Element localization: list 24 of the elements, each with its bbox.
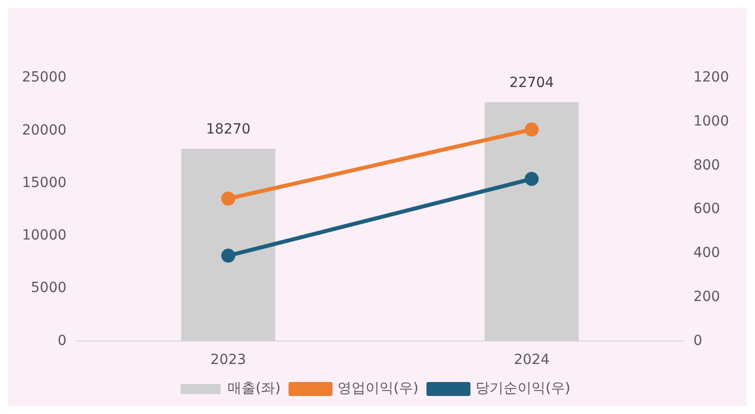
y2-tick-label: 400 (693, 245, 720, 262)
y-tick-label: 10000 (22, 228, 67, 244)
point (524, 122, 539, 137)
y2-tick-label: 1000 (693, 114, 730, 130)
point (221, 192, 236, 206)
legend-label: 매출(좌) (228, 380, 281, 397)
y-tick-label: 25000 (22, 70, 67, 86)
y2-tick-label: 0 (693, 332, 702, 349)
y2-tick-label: 800 (693, 157, 720, 174)
x-tick-label: 2024 (514, 352, 550, 368)
y2-tick-label: 600 (693, 201, 720, 218)
legend-label: 영업이익(우) (338, 380, 418, 397)
y-tick-label: 20000 (22, 122, 67, 138)
y2-tick-label: 1200 (693, 70, 730, 86)
y-tick-label: 15000 (22, 174, 67, 191)
y-tick-label: 5000 (30, 280, 67, 296)
legend-label: 당기순이익(우) (475, 380, 570, 397)
data-label: 18270 (206, 121, 251, 138)
data-label: 22704 (509, 74, 554, 91)
point (524, 172, 539, 186)
y-tick-label: 0 (58, 332, 67, 349)
point (221, 248, 236, 263)
y2-tick-label: 200 (693, 288, 720, 305)
x-tick-label: 2023 (210, 352, 246, 368)
